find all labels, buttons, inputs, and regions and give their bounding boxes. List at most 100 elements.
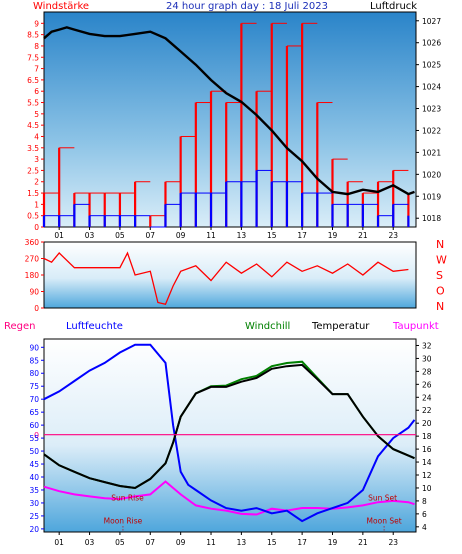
x-tick-label: 05 bbox=[115, 538, 125, 547]
wind-tick-label: 4.5 bbox=[27, 121, 39, 130]
temperature-tick-label: 18 bbox=[422, 432, 432, 441]
wind-tick-label: 3.5 bbox=[27, 144, 39, 153]
pressure-tick-label: 1020 bbox=[422, 170, 441, 179]
x-tick-label: 11 bbox=[206, 231, 216, 240]
temperature-tick-label: 22 bbox=[422, 406, 432, 415]
x-tick-label: 21 bbox=[358, 538, 368, 547]
pressure-tick-label: 1022 bbox=[422, 126, 441, 135]
direction-line bbox=[43, 251, 409, 306]
climate-plot-background bbox=[43, 338, 417, 533]
compass-label: O bbox=[436, 285, 445, 298]
compass-label: N bbox=[436, 300, 444, 313]
compass-label: N bbox=[436, 238, 444, 251]
x-tick-label: 17 bbox=[297, 538, 307, 547]
temperature-tick-label: 30 bbox=[422, 354, 432, 363]
temperature-y-ticks: 4 6 8 10 12 14 16 18 20 22 24 26 28 30 32 bbox=[416, 341, 432, 532]
x-tick-label: 01 bbox=[54, 231, 64, 240]
chart-title: 24 hour graph day : 18 Juli 2023 bbox=[166, 1, 328, 12]
x-ticks-top: 01 03 05 07 09 11 13 15 17 19 21 23 bbox=[54, 227, 398, 240]
compass-label: S bbox=[436, 269, 443, 282]
humidity-tick-label: 60 bbox=[29, 421, 39, 430]
x-tick-label: 01 bbox=[54, 538, 64, 547]
direction-tick-label: 0 bbox=[34, 304, 39, 313]
temperature-tick-label: 32 bbox=[422, 341, 432, 350]
wind-tick-label: 1.5 bbox=[27, 189, 39, 198]
x-tick-label: 05 bbox=[115, 231, 125, 240]
direction-tick-label: 180 bbox=[25, 271, 40, 280]
direction-y-ticks: 0 90 180 270 360 bbox=[25, 238, 44, 313]
pressure-tick-label: 1021 bbox=[422, 148, 441, 157]
x-ticks-bottom: 01 03 05 07 09 11 13 15 17 19 21 23 bbox=[54, 532, 398, 547]
pressure-tick-label: 1018 bbox=[422, 214, 441, 223]
wind-tick-label: 9 bbox=[34, 19, 39, 28]
x-tick-label: 09 bbox=[176, 231, 186, 240]
wind-tick-label: 4 bbox=[34, 132, 39, 141]
temperature-tick-label: 26 bbox=[422, 380, 432, 389]
temperature-tick-label: 14 bbox=[422, 458, 432, 467]
wind-tick-label: 3 bbox=[34, 155, 39, 164]
x-tick-label: 17 bbox=[297, 231, 307, 240]
annotation-label: Sun Set bbox=[368, 494, 397, 503]
x-tick-label: 19 bbox=[328, 231, 338, 240]
wind-tick-label: 2.5 bbox=[27, 166, 39, 175]
x-tick-label: 07 bbox=[146, 538, 156, 547]
wind-tick-label: 8.5 bbox=[27, 31, 39, 40]
x-tick-label: 15 bbox=[267, 231, 277, 240]
wind-series-windgeschwindigkeit bbox=[42, 169, 410, 228]
humidity-tick-label: 45 bbox=[29, 460, 39, 469]
temperature-tick-label: 12 bbox=[422, 471, 432, 480]
wind-y-ticks: 0 0.5 1 1.5 2 2.5 3 3.5 4 4.5 5 5.5 6 6.5 7 7.5 8 8.5 9 bbox=[27, 19, 44, 232]
wind-plot-background bbox=[43, 11, 417, 228]
pressure-tick-label: 1025 bbox=[422, 61, 441, 70]
pressure-axis-label: Luftdruck bbox=[370, 1, 417, 12]
wind-tick-label: 5 bbox=[34, 110, 39, 119]
legend-luftfeuchte: Luftfeuchte bbox=[66, 321, 123, 332]
pressure-tick-label: 1026 bbox=[422, 39, 441, 48]
x-tick-label: 23 bbox=[388, 538, 398, 547]
x-tick-label: 11 bbox=[206, 538, 216, 547]
annotation-label: Sun Rise bbox=[111, 494, 144, 503]
series-line-temperatur bbox=[43, 363, 415, 490]
direction-tick-label: 90 bbox=[29, 288, 39, 297]
humidity-tick-label: 65 bbox=[29, 408, 39, 417]
humidity-tick-label: 30 bbox=[29, 499, 39, 508]
humidity-tick-label: 25 bbox=[29, 512, 39, 521]
humidity-tick-label: 85 bbox=[29, 356, 39, 365]
wind-tick-label: 0 bbox=[34, 223, 39, 232]
x-tick-label: 21 bbox=[358, 231, 368, 240]
x-tick-label: 23 bbox=[388, 231, 398, 240]
wind-tick-label: 6 bbox=[34, 87, 39, 96]
humidity-tick-label: 70 bbox=[29, 395, 39, 404]
x-tick-label: 19 bbox=[328, 538, 338, 547]
x-tick-label: 13 bbox=[237, 538, 247, 547]
pressure-tick-label: 1019 bbox=[422, 192, 441, 201]
climate-series bbox=[43, 343, 416, 523]
x-tick-label: 09 bbox=[176, 538, 186, 547]
wind-tick-label: 8 bbox=[34, 42, 39, 51]
compass-label: W bbox=[436, 254, 447, 267]
humidity-tick-label: 20 bbox=[29, 525, 39, 534]
rain-zero-label: 0 bbox=[34, 431, 39, 440]
legend-taupunkt: Taupunkt bbox=[392, 321, 439, 332]
temperature-tick-label: 8 bbox=[422, 497, 427, 506]
annotation-label: Moon Rise bbox=[104, 516, 143, 525]
temperature-tick-label: 28 bbox=[422, 367, 432, 376]
wind-tick-label: 0.5 bbox=[27, 212, 39, 221]
legend-temperatur: Temperatur bbox=[311, 321, 370, 332]
wind-tick-label: 6.5 bbox=[27, 76, 39, 85]
humidity-tick-label: 90 bbox=[29, 343, 39, 352]
temperature-tick-label: 10 bbox=[422, 484, 432, 493]
series-line-luftfeuchte bbox=[43, 343, 416, 523]
direction-plot-background bbox=[43, 241, 417, 309]
temperature-tick-label: 6 bbox=[422, 510, 427, 519]
series-line-taupunkt bbox=[43, 480, 415, 516]
direction-tick-label: 360 bbox=[25, 238, 40, 247]
pressure-tick-label: 1027 bbox=[422, 17, 441, 26]
direction-series bbox=[43, 251, 409, 306]
legend-windchill: Windchill bbox=[245, 321, 290, 332]
x-tick-label: 03 bbox=[85, 538, 95, 547]
humidity-tick-label: 80 bbox=[29, 369, 39, 378]
astro-annotations: Sun Rise Sun Set Moon Rise Moon Set bbox=[104, 494, 402, 532]
wind-tick-label: 7.5 bbox=[27, 53, 39, 62]
